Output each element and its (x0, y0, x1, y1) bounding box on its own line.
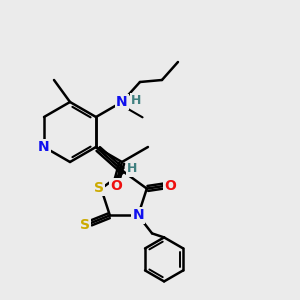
Text: O: O (164, 178, 176, 193)
Text: N: N (38, 140, 50, 154)
Text: N: N (132, 208, 144, 222)
Text: O: O (110, 179, 122, 193)
Text: S: S (80, 218, 90, 233)
Text: S: S (94, 181, 104, 195)
Text: H: H (131, 94, 141, 106)
Text: H: H (127, 163, 137, 176)
Text: N: N (116, 95, 128, 109)
